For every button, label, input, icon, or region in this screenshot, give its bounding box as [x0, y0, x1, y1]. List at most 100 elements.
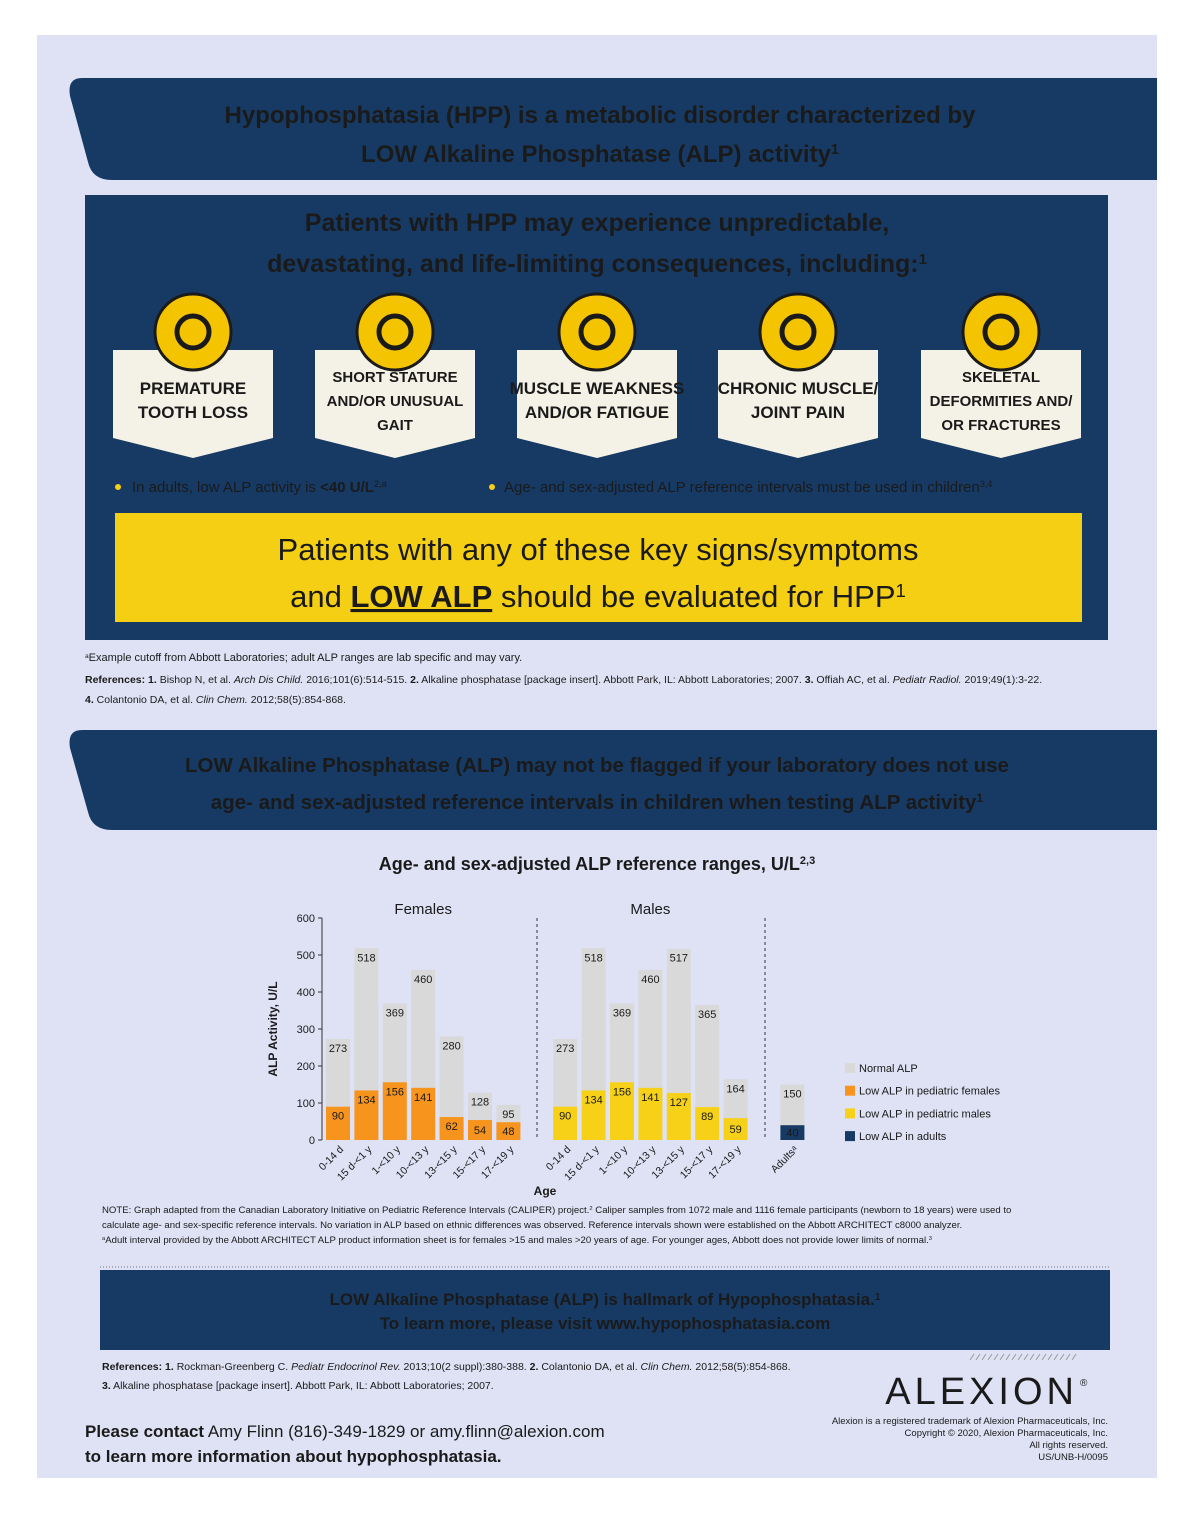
data-label: 164 [726, 1083, 744, 1095]
data-label: 460 [414, 974, 432, 986]
y-tick-label: 0 [309, 1135, 315, 1147]
data-label: 134 [584, 1094, 602, 1106]
symptom-icon-glyph [578, 313, 616, 351]
symptom-label: SKELETAL [962, 369, 1040, 386]
bar [382, 1082, 407, 1140]
data-label: 90 [559, 1111, 571, 1123]
section-title: age- and sex-adjusted reference interval… [211, 791, 984, 814]
data-label: 141 [641, 1092, 659, 1104]
legend-label: Low ALP in pediatric females [859, 1086, 1001, 1098]
symptom-label: SHORT STATURE [332, 369, 457, 386]
symptom-label: JOINT PAIN [751, 403, 845, 422]
legal-text: Copyright © 2020, Alexion Pharmaceutical… [905, 1428, 1108, 1439]
bullet-dot [489, 484, 495, 490]
symptom-icon [557, 292, 637, 372]
references-part: Clin Chem. [641, 1361, 693, 1373]
section-title: LOW Alkaline Phosphatase (ALP) may not b… [185, 754, 1009, 777]
data-label: 518 [357, 952, 375, 964]
bar [468, 1120, 492, 1140]
header-banner [69, 78, 1157, 180]
consequences-heading: Patients with HPP may experience unpredi… [305, 209, 889, 237]
bar [638, 1087, 663, 1140]
callout-text-part: LOW ALP [350, 579, 492, 614]
bullet-text-part: In adults, low ALP activity is [132, 479, 320, 496]
y-tick-label: 500 [297, 950, 315, 962]
references-part: Alkaline phosphatase [package insert]. A… [111, 1380, 494, 1392]
legend-label: Normal ALP [859, 1063, 918, 1075]
symptom-icon [153, 292, 233, 372]
symptom-icon-glyph [779, 313, 817, 351]
references: 4. Colantonio DA, et al. Clin Chem. 2012… [85, 694, 346, 706]
bar [354, 1090, 379, 1140]
references-part: 2012;58(5):854-868. [248, 694, 346, 706]
symptom-icon [961, 292, 1041, 372]
data-label: 95 [502, 1109, 514, 1121]
references-part: Alkaline phosphatase [package insert]. A… [419, 674, 805, 686]
data-label: 90 [332, 1111, 344, 1123]
header-title-part: 1 [831, 142, 839, 158]
bar [326, 1106, 350, 1140]
symptom-card [921, 350, 1081, 458]
symptom-label: AND/OR UNUSUAL [327, 393, 464, 410]
chart-note: NOTE: Graph adapted from the Canadian La… [102, 1205, 1011, 1216]
chart-title-text: Age- and sex-adjusted ALP reference rang… [379, 854, 800, 874]
references-part: Bishop N, et al. [157, 674, 234, 686]
legend-swatch [845, 1063, 855, 1073]
data-label: 518 [584, 952, 602, 964]
data-label: 59 [729, 1124, 741, 1136]
callout-text-part: and [290, 579, 350, 614]
references-part: Arch Dis Child. [233, 674, 303, 686]
legend-label: Low ALP in pediatric males [859, 1108, 991, 1120]
symptom-label: MUSCLE WEAKNESS [510, 379, 685, 398]
data-label: 280 [442, 1040, 460, 1052]
data-label: 273 [556, 1043, 574, 1055]
bullet-text: Age- and sex-adjusted ALP reference inte… [504, 479, 992, 496]
data-label: 150 [783, 1089, 801, 1101]
data-label: 369 [613, 1007, 631, 1019]
data-label: 89 [701, 1111, 713, 1123]
symptom-icon-glyph [982, 313, 1020, 351]
bullet-text-part: 2,a [374, 479, 387, 489]
chart-note-part: Adult interval provided by the Abbott AR… [105, 1235, 929, 1246]
contact-text-part: Amy Flinn (816)-349-1829 or amy.flinn@al… [204, 1422, 605, 1441]
group-label: Females [394, 901, 452, 918]
symptom-label: GAIT [377, 417, 413, 434]
legend-label: Low ALP in adults [859, 1131, 947, 1143]
bar [610, 1082, 634, 1140]
bar [695, 1107, 720, 1140]
data-label: 62 [445, 1121, 457, 1133]
banner-text: To learn more, please visit www.hypophos… [380, 1314, 831, 1333]
data-label: 48 [502, 1126, 514, 1138]
bullet-text-part: <40 U/L [320, 479, 374, 496]
chart-note: aAdult interval provided by the Abbott A… [102, 1235, 932, 1246]
data-label: 156 [386, 1086, 404, 1098]
symptom-icon-glyph [174, 313, 212, 351]
chart-note-part: NOTE: Graph adapted from the Canadian La… [102, 1205, 589, 1216]
header-title: LOW Alkaline Phosphatase (ALP) activity1 [361, 141, 839, 168]
bullet-dot [115, 484, 121, 490]
y-tick-label: 300 [297, 1024, 315, 1036]
data-label: 134 [357, 1094, 375, 1106]
header-title: Hypophosphatasia (HPP) is a metabolic di… [225, 102, 977, 129]
references-part: Clin Chem. [196, 694, 248, 706]
contact-text-part: Please contact [85, 1422, 204, 1441]
footnote: aExample cutoff from Abbott Laboratories… [85, 652, 522, 664]
x-axis-label: Age [534, 1184, 557, 1198]
bottom-banner [100, 1270, 1110, 1350]
chart-note-part: 3 [929, 1236, 932, 1242]
banner-text: LOW Alkaline Phosphatase (ALP) is hallma… [329, 1290, 880, 1309]
references-part: 3. [805, 674, 814, 686]
references-part: Rockman-Greenberg C. [174, 1361, 291, 1373]
y-tick-label: 100 [297, 1098, 315, 1110]
symptom-label: DEFORMITIES AND/ [930, 393, 1074, 410]
callout-text-part: should be evaluated for HPP [492, 579, 895, 614]
banner-text-part: To learn more, please visit www.hypophos… [380, 1314, 831, 1333]
references-part: Pediatr Endocrinol Rev. [291, 1361, 401, 1373]
data-label: 369 [386, 1007, 404, 1019]
data-label: 40 [786, 1128, 798, 1140]
data-label: 460 [641, 974, 659, 986]
y-tick-label: 200 [297, 1061, 315, 1073]
references-part: 2016;101(6):514-515. [303, 674, 410, 686]
data-label: 141 [414, 1092, 432, 1104]
header-title-part: Hypophosphatasia (HPP) is a metabolic di… [225, 102, 977, 129]
